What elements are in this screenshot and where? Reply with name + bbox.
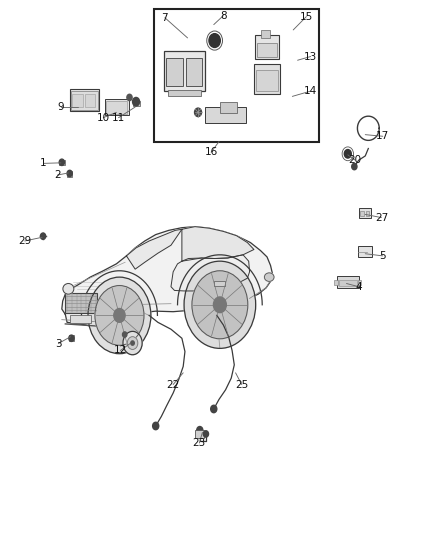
Text: 16: 16: [205, 147, 218, 157]
Circle shape: [213, 297, 226, 313]
Circle shape: [344, 150, 351, 158]
Bar: [359, 208, 371, 217]
Circle shape: [40, 233, 46, 239]
Circle shape: [352, 164, 357, 169]
Text: 27: 27: [375, 213, 388, 223]
Bar: [67, 171, 72, 176]
Circle shape: [69, 335, 74, 342]
Text: 3: 3: [55, 338, 62, 349]
Text: 7: 7: [162, 13, 168, 23]
Bar: [164, 51, 205, 91]
Text: 5: 5: [379, 251, 386, 261]
Ellipse shape: [63, 284, 74, 294]
Text: 23: 23: [193, 438, 206, 448]
Bar: [257, 43, 277, 56]
Bar: [220, 102, 237, 114]
Bar: [166, 58, 183, 86]
Circle shape: [127, 337, 138, 350]
Circle shape: [203, 431, 208, 437]
Text: 10: 10: [97, 112, 110, 123]
Bar: [195, 430, 204, 438]
Text: 15: 15: [300, 12, 313, 22]
Polygon shape: [182, 227, 254, 261]
Circle shape: [114, 309, 125, 322]
Bar: [106, 101, 127, 114]
Bar: [65, 293, 97, 313]
Circle shape: [127, 94, 132, 101]
Circle shape: [131, 341, 134, 345]
Text: 9: 9: [58, 102, 64, 112]
Text: 11: 11: [112, 112, 125, 123]
Bar: [334, 280, 338, 285]
Polygon shape: [127, 229, 182, 269]
Text: 8: 8: [220, 11, 227, 21]
Bar: [69, 335, 74, 342]
Bar: [71, 91, 98, 110]
Bar: [214, 281, 225, 286]
Bar: [133, 101, 140, 106]
Circle shape: [211, 405, 217, 413]
Text: 14: 14: [304, 86, 317, 96]
Ellipse shape: [265, 273, 274, 281]
Text: 1: 1: [40, 158, 47, 168]
Bar: [358, 280, 361, 285]
Text: 25: 25: [235, 379, 248, 390]
Bar: [168, 90, 201, 96]
Bar: [337, 276, 359, 288]
Text: 4: 4: [355, 282, 362, 292]
Text: 2: 2: [54, 170, 61, 180]
Circle shape: [184, 261, 256, 349]
Text: 22: 22: [166, 379, 180, 390]
Circle shape: [88, 277, 151, 354]
Circle shape: [123, 332, 142, 355]
Bar: [105, 99, 129, 115]
Bar: [255, 35, 279, 59]
Bar: [85, 94, 95, 107]
Text: 29: 29: [18, 236, 32, 246]
Text: 17: 17: [376, 131, 389, 141]
Circle shape: [133, 98, 140, 106]
Bar: [256, 70, 278, 91]
Text: 12: 12: [114, 345, 127, 356]
Bar: [360, 211, 364, 216]
Circle shape: [95, 286, 144, 345]
Bar: [339, 280, 357, 286]
Bar: [59, 160, 65, 165]
Circle shape: [209, 34, 220, 47]
Text: 20: 20: [349, 155, 362, 165]
Circle shape: [123, 332, 127, 337]
Bar: [72, 94, 83, 107]
Bar: [205, 107, 246, 123]
Circle shape: [59, 159, 64, 165]
Polygon shape: [171, 255, 250, 291]
Circle shape: [194, 108, 201, 117]
Bar: [366, 211, 369, 216]
Bar: [70, 89, 99, 111]
Bar: [358, 246, 372, 257]
Circle shape: [197, 426, 203, 434]
Bar: [254, 64, 280, 94]
Polygon shape: [62, 227, 272, 328]
Bar: [70, 315, 91, 324]
Bar: [186, 58, 202, 86]
Bar: [261, 30, 270, 38]
Circle shape: [67, 170, 72, 176]
Circle shape: [152, 422, 159, 430]
Bar: [154, 9, 318, 142]
Text: 13: 13: [304, 52, 317, 61]
Circle shape: [192, 271, 248, 339]
